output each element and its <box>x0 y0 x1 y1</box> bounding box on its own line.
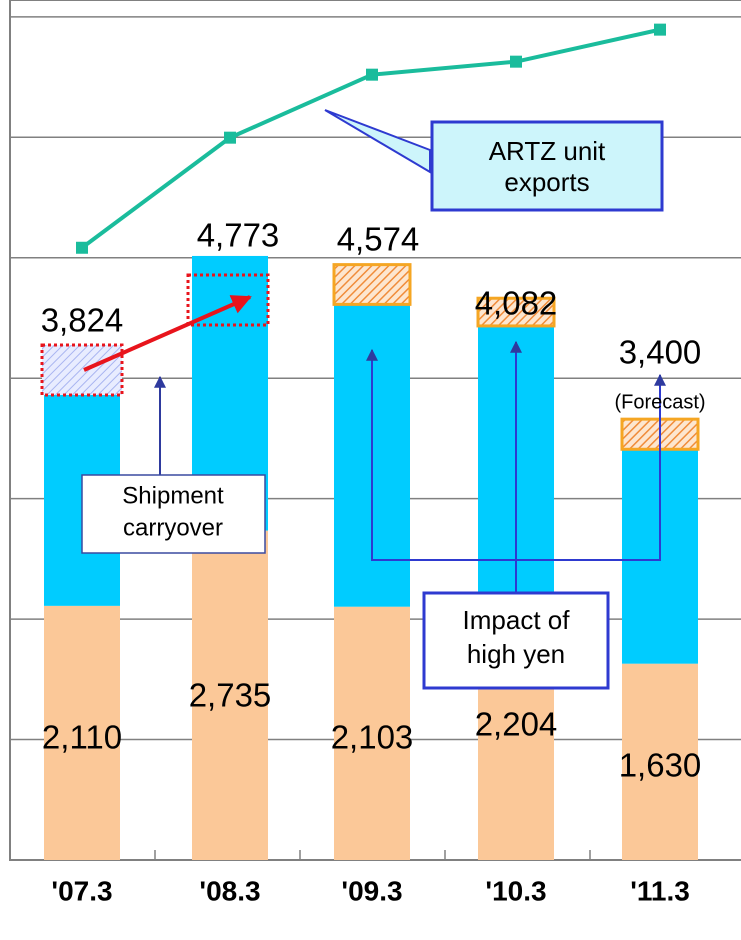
line-marker <box>76 241 88 254</box>
bar-segment <box>476 296 556 328</box>
value-label: 2,110 <box>42 719 122 756</box>
x-tick-label: '07.3 <box>51 875 112 906</box>
x-tick-label: '08.3 <box>199 875 260 906</box>
line-marker <box>224 131 236 144</box>
bar-segment <box>192 530 268 860</box>
annotation-text: Shipment <box>122 482 224 509</box>
carryover-box <box>40 343 124 397</box>
annotation-box <box>81 474 266 554</box>
annotation-text: carryover <box>123 514 223 541</box>
forecast-note: (Forecast) <box>614 391 705 413</box>
bar-segment <box>334 606 410 860</box>
x-tick-label: '11.3 <box>630 875 690 906</box>
x-tick-label: '10.3 <box>485 875 546 906</box>
annotation-text: high yen <box>467 639 565 669</box>
total-label: 3,824 <box>41 302 124 339</box>
annotation-box <box>422 591 610 690</box>
callout-box <box>430 120 664 212</box>
total-label: 4,574 <box>337 221 420 258</box>
bar-segment <box>332 263 412 306</box>
bar-segment <box>44 605 120 860</box>
line-marker <box>510 55 522 68</box>
line-layer <box>76 23 666 254</box>
carryover-box <box>186 273 270 327</box>
value-label: 2,735 <box>189 677 272 714</box>
callout-pointer <box>324 109 431 174</box>
value-label: 1,630 <box>619 747 702 784</box>
value-label: 2,103 <box>331 719 414 756</box>
total-label: 4,082 <box>475 285 558 322</box>
line-marker <box>654 23 666 36</box>
line-marker <box>366 68 378 81</box>
annotation-text: Impact of <box>463 605 571 635</box>
labels: '07.3 '08.3 '09.3 '10.3 '11.3 3,824 4,773 4,574… <box>41 217 702 907</box>
annotation-text: exports <box>504 167 589 197</box>
total-label: 3,400 <box>619 334 702 371</box>
carryover-arrow <box>83 295 252 372</box>
total-label: 4,773 <box>197 217 280 254</box>
value-label: 2,204 <box>475 706 558 743</box>
x-tick-label: '09.3 <box>341 875 402 906</box>
annotation-text: ARTZ unit <box>489 136 606 166</box>
bar-segment <box>622 663 698 860</box>
